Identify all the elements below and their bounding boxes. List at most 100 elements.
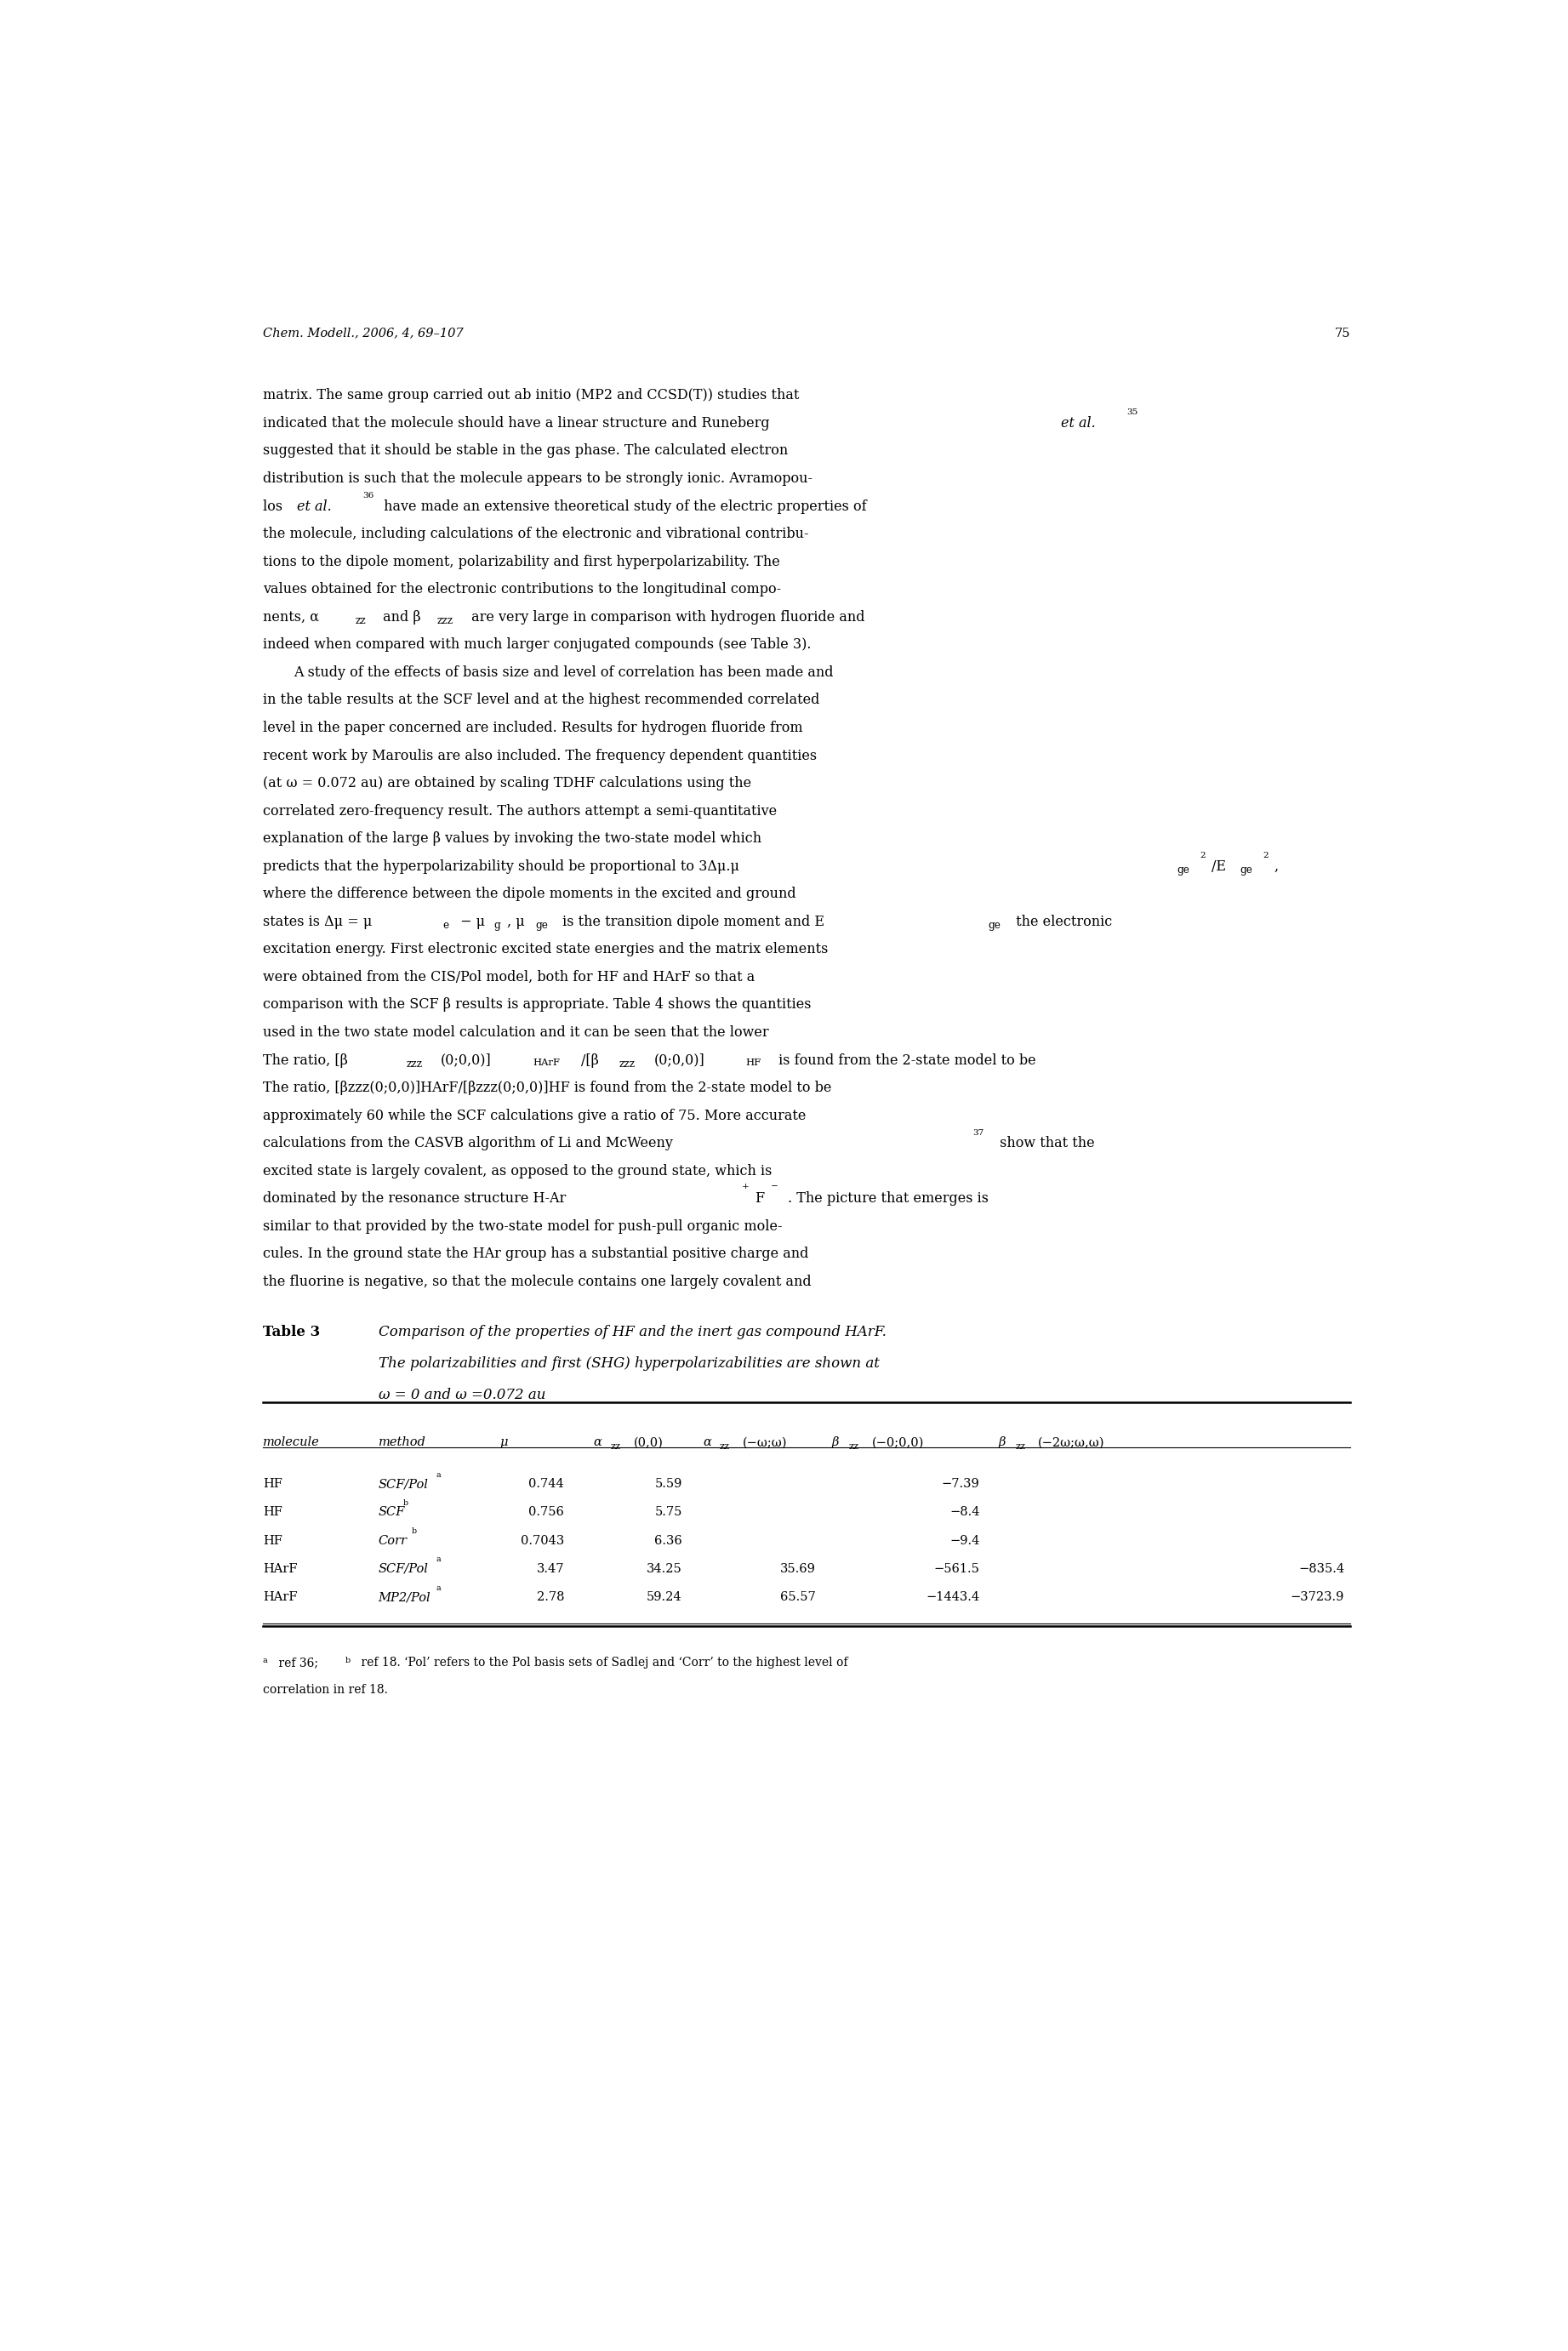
Text: were obtained from the CIS/Pol model, both for HF and HArF so that a: were obtained from the CIS/Pol model, bo…: [263, 971, 754, 985]
Text: HArF: HArF: [263, 1563, 298, 1575]
Text: 35.69: 35.69: [781, 1563, 815, 1575]
Text: in the table results at the SCF level and at the highest recommended correlated: in the table results at the SCF level an…: [263, 694, 820, 708]
Text: predicts that the hyperpolarizability should be proportional to 3Δμ.μ: predicts that the hyperpolarizability sh…: [263, 858, 739, 875]
Text: zz: zz: [610, 1441, 621, 1451]
Text: method: method: [378, 1436, 426, 1448]
Text: MP2/Pol: MP2/Pol: [378, 1592, 431, 1603]
Text: 59.24: 59.24: [646, 1592, 682, 1603]
Text: 5.75: 5.75: [654, 1507, 682, 1519]
Text: β: β: [831, 1436, 839, 1448]
Text: have made an extensive theoretical study of the electric properties of: have made an extensive theoretical study…: [379, 498, 867, 513]
Text: a: a: [436, 1585, 441, 1592]
Text: level in the paper concerned are included. Results for hydrogen fluoride from: level in the paper concerned are include…: [263, 722, 803, 736]
Text: zzz: zzz: [436, 616, 453, 625]
Text: α: α: [702, 1436, 712, 1448]
Text: ge: ge: [1176, 865, 1189, 875]
Text: ref 36;: ref 36;: [274, 1657, 321, 1669]
Text: SCF: SCF: [378, 1507, 405, 1519]
Text: suggested that it should be stable in the gas phase. The calculated electron: suggested that it should be stable in th…: [263, 444, 789, 458]
Text: −7.39: −7.39: [942, 1479, 980, 1491]
Text: zz: zz: [848, 1441, 859, 1451]
Text: distribution is such that the molecule appears to be strongly ionic. Avramopou-: distribution is such that the molecule a…: [263, 473, 812, 487]
Text: nents, α: nents, α: [263, 609, 318, 625]
Text: values obtained for the electronic contributions to the longitudinal compo-: values obtained for the electronic contr…: [263, 583, 781, 597]
Text: (at ω = 0.072 au) are obtained by scaling TDHF calculations using the: (at ω = 0.072 au) are obtained by scalin…: [263, 776, 751, 790]
Text: approximately 60 while the SCF calculations give a ratio of 75. More accurate: approximately 60 while the SCF calculati…: [263, 1107, 806, 1124]
Text: a: a: [436, 1472, 441, 1479]
Text: used in the two state model calculation and it can be seen that the lower: used in the two state model calculation …: [263, 1025, 768, 1039]
Text: −835.4: −835.4: [1298, 1563, 1344, 1575]
Text: (−2ω;ω,ω): (−2ω;ω,ω): [1038, 1436, 1105, 1448]
Text: β: β: [999, 1436, 1005, 1448]
Text: and β: and β: [378, 609, 420, 625]
Text: show that the: show that the: [996, 1136, 1094, 1150]
Text: 35: 35: [1126, 409, 1137, 416]
Text: zzz: zzz: [619, 1058, 635, 1070]
Text: (−ω;ω): (−ω;ω): [743, 1436, 787, 1448]
Text: a: a: [436, 1556, 441, 1563]
Text: /[β: /[β: [582, 1053, 599, 1067]
Text: g: g: [494, 919, 500, 931]
Text: −561.5: −561.5: [935, 1563, 980, 1575]
Text: 0.756: 0.756: [528, 1507, 564, 1519]
Text: et al.: et al.: [296, 498, 331, 513]
Text: the electronic: the electronic: [1011, 915, 1112, 929]
Text: zz: zz: [720, 1441, 731, 1451]
Text: b: b: [345, 1657, 351, 1665]
Text: −9.4: −9.4: [950, 1535, 980, 1547]
Text: zz: zz: [356, 616, 365, 625]
Text: α: α: [593, 1436, 602, 1448]
Text: Corr: Corr: [378, 1535, 408, 1547]
Text: explanation of the large β values by invoking the two-state model which: explanation of the large β values by inv…: [263, 832, 762, 846]
Text: The ratio, [βzzz(0;0,0)]HArF/[βzzz(0;0,0)]HF is found from the 2-state model to : The ratio, [βzzz(0;0,0)]HArF/[βzzz(0;0,0…: [263, 1081, 831, 1096]
Text: −8.4: −8.4: [950, 1507, 980, 1519]
Text: A study of the effects of basis size and level of correlation has been made and: A study of the effects of basis size and…: [293, 665, 833, 679]
Text: recent work by Maroulis are also included. The frequency dependent quantities: recent work by Maroulis are also include…: [263, 748, 817, 762]
Text: ge: ge: [1240, 865, 1253, 875]
Text: a: a: [263, 1657, 268, 1665]
Text: indicated that the molecule should have a linear structure and Runeberg: indicated that the molecule should have …: [263, 416, 775, 430]
Text: (0;0,0)]: (0;0,0)]: [441, 1053, 491, 1067]
Text: comparison with the SCF β results is appropriate. Table 4 shows the quantities: comparison with the SCF β results is app…: [263, 997, 811, 1013]
Text: HF: HF: [745, 1058, 760, 1067]
Text: zz: zz: [1014, 1441, 1025, 1451]
Text: Comparison of the properties of HF and the inert gas compound HArF.: Comparison of the properties of HF and t…: [378, 1324, 886, 1340]
Text: HArF: HArF: [263, 1592, 298, 1603]
Text: cules. In the ground state the HAr group has a substantial positive charge and: cules. In the ground state the HAr group…: [263, 1246, 809, 1262]
Text: where the difference between the dipole moments in the excited and ground: where the difference between the dipole …: [263, 886, 797, 900]
Text: The polarizabilities and first (SHG) hyperpolarizabilities are shown at: The polarizabilities and first (SHG) hyp…: [378, 1357, 880, 1371]
Text: is found from the 2-state model to be: is found from the 2-state model to be: [775, 1053, 1036, 1067]
Text: SCF/Pol: SCF/Pol: [378, 1479, 428, 1491]
Text: the fluorine is negative, so that the molecule contains one largely covalent and: the fluorine is negative, so that the mo…: [263, 1274, 811, 1288]
Text: (−0;0,0): (−0;0,0): [872, 1436, 924, 1448]
Text: 37: 37: [972, 1128, 983, 1136]
Text: are very large in comparison with hydrogen fluoride and: are very large in comparison with hydrog…: [467, 609, 864, 625]
Text: . The picture that emerges is: . The picture that emerges is: [787, 1192, 988, 1206]
Text: HF: HF: [263, 1479, 282, 1491]
Text: calculations from the CASVB algorithm of Li and McWeeny: calculations from the CASVB algorithm of…: [263, 1136, 673, 1150]
Text: 2.78: 2.78: [536, 1592, 564, 1603]
Text: SCF/Pol: SCF/Pol: [378, 1563, 428, 1575]
Text: ge: ge: [535, 919, 547, 931]
Text: molecule: molecule: [263, 1436, 320, 1448]
Text: b: b: [411, 1528, 417, 1535]
Text: 2: 2: [1200, 851, 1206, 860]
Text: μ: μ: [500, 1436, 508, 1448]
Text: 2: 2: [1262, 851, 1269, 860]
Text: the molecule, including calculations of the electronic and vibrational contribu-: the molecule, including calculations of …: [263, 527, 809, 541]
Text: excited state is largely covalent, as opposed to the ground state, which is: excited state is largely covalent, as op…: [263, 1164, 771, 1178]
Text: −3723.9: −3723.9: [1290, 1592, 1344, 1603]
Text: Table 3: Table 3: [263, 1324, 320, 1340]
Text: , μ: , μ: [506, 915, 525, 929]
Text: 3.47: 3.47: [536, 1563, 564, 1575]
Text: similar to that provided by the two-state model for push-pull organic mole-: similar to that provided by the two-stat…: [263, 1220, 782, 1234]
Text: −1443.4: −1443.4: [927, 1592, 980, 1603]
Text: 6.36: 6.36: [654, 1535, 682, 1547]
Text: ge: ge: [988, 919, 1000, 931]
Text: e: e: [442, 919, 448, 931]
Text: Chem. Modell., 2006, 4, 69–107: Chem. Modell., 2006, 4, 69–107: [263, 327, 463, 339]
Text: b: b: [403, 1500, 408, 1507]
Text: correlated zero-frequency result. The authors attempt a semi-quantitative: correlated zero-frequency result. The au…: [263, 804, 776, 818]
Text: ref 18. ‘Pol’ refers to the Pol basis sets of Sadlej and ‘Corr’ to the highest l: ref 18. ‘Pol’ refers to the Pol basis se…: [358, 1657, 848, 1669]
Text: The ratio, [β: The ratio, [β: [263, 1053, 348, 1067]
